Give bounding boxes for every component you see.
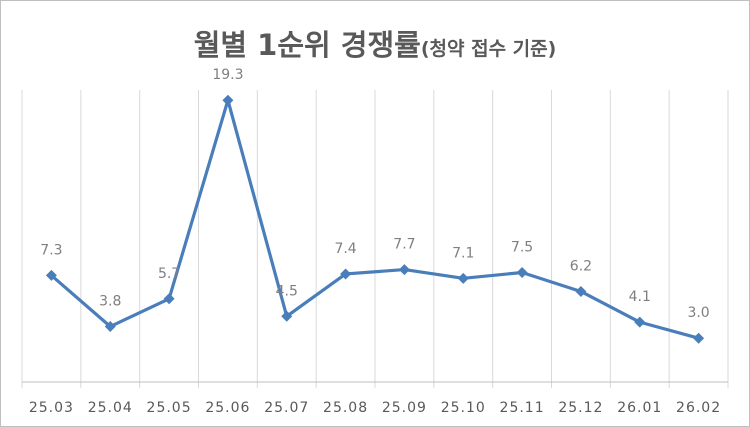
data-label: 19.3 — [212, 67, 243, 83]
data-point-marker — [281, 310, 293, 322]
series-group — [45, 94, 705, 344]
data-point-marker — [340, 268, 352, 280]
x-tick-labels: 25.03 25.04 25.05 25.06 25.07 25.08 25.09 25.10… — [29, 400, 721, 416]
x-tick-label: 25.08 — [323, 400, 368, 416]
data-label: 6.2 — [570, 258, 592, 274]
data-label: 7.3 — [40, 242, 62, 258]
data-point-marker — [634, 316, 646, 328]
data-label: 4.5 — [276, 283, 298, 299]
chart-title-main: 월별 1순위 경쟁률 — [193, 28, 421, 62]
data-point-marker — [693, 332, 705, 344]
data-labels: 7.3 3.8 5.7 19.3 4.5 7.4 7.7 7.1 7.5 6.2 4.1 3.0 — [40, 67, 709, 321]
chart-title: 월별 1순위 경쟁률(청약 접수 기준) — [0, 22, 750, 64]
data-label: 7.5 — [511, 240, 533, 256]
x-tick-label: 25.09 — [382, 400, 427, 416]
data-label: 3.8 — [99, 294, 121, 310]
x-tick-label: 25.03 — [29, 400, 74, 416]
x-tick-label: 25.12 — [558, 400, 603, 416]
data-point-marker — [398, 264, 410, 276]
data-label: 5.7 — [158, 266, 180, 282]
chart-subtitle: (청약 접수 기준) — [420, 38, 557, 60]
x-tick-label: 25.07 — [264, 400, 309, 416]
data-point-marker — [104, 321, 116, 333]
data-label: 7.1 — [452, 245, 474, 261]
x-tick-label: 25.04 — [88, 400, 133, 416]
data-point-marker — [516, 267, 528, 278]
x-tick-label: 25.11 — [500, 400, 545, 416]
data-point-marker — [45, 269, 57, 281]
x-tick-label: 25.05 — [147, 400, 192, 416]
data-label: 7.7 — [393, 237, 415, 253]
data-label: 3.0 — [687, 305, 709, 321]
gridlines — [21, 90, 729, 388]
x-tick-label: 25.10 — [441, 400, 486, 416]
data-label: 4.1 — [629, 289, 651, 305]
series-line — [50, 98, 700, 340]
data-point-marker — [163, 293, 175, 305]
data-point-marker — [575, 285, 587, 297]
data-point-marker — [222, 94, 234, 106]
x-tick-label: 26.02 — [676, 400, 721, 416]
data-label: 7.4 — [334, 241, 356, 257]
data-point-marker — [457, 272, 469, 284]
x-tick-label: 25.06 — [205, 400, 250, 416]
x-tick-label: 26.01 — [617, 400, 662, 416]
